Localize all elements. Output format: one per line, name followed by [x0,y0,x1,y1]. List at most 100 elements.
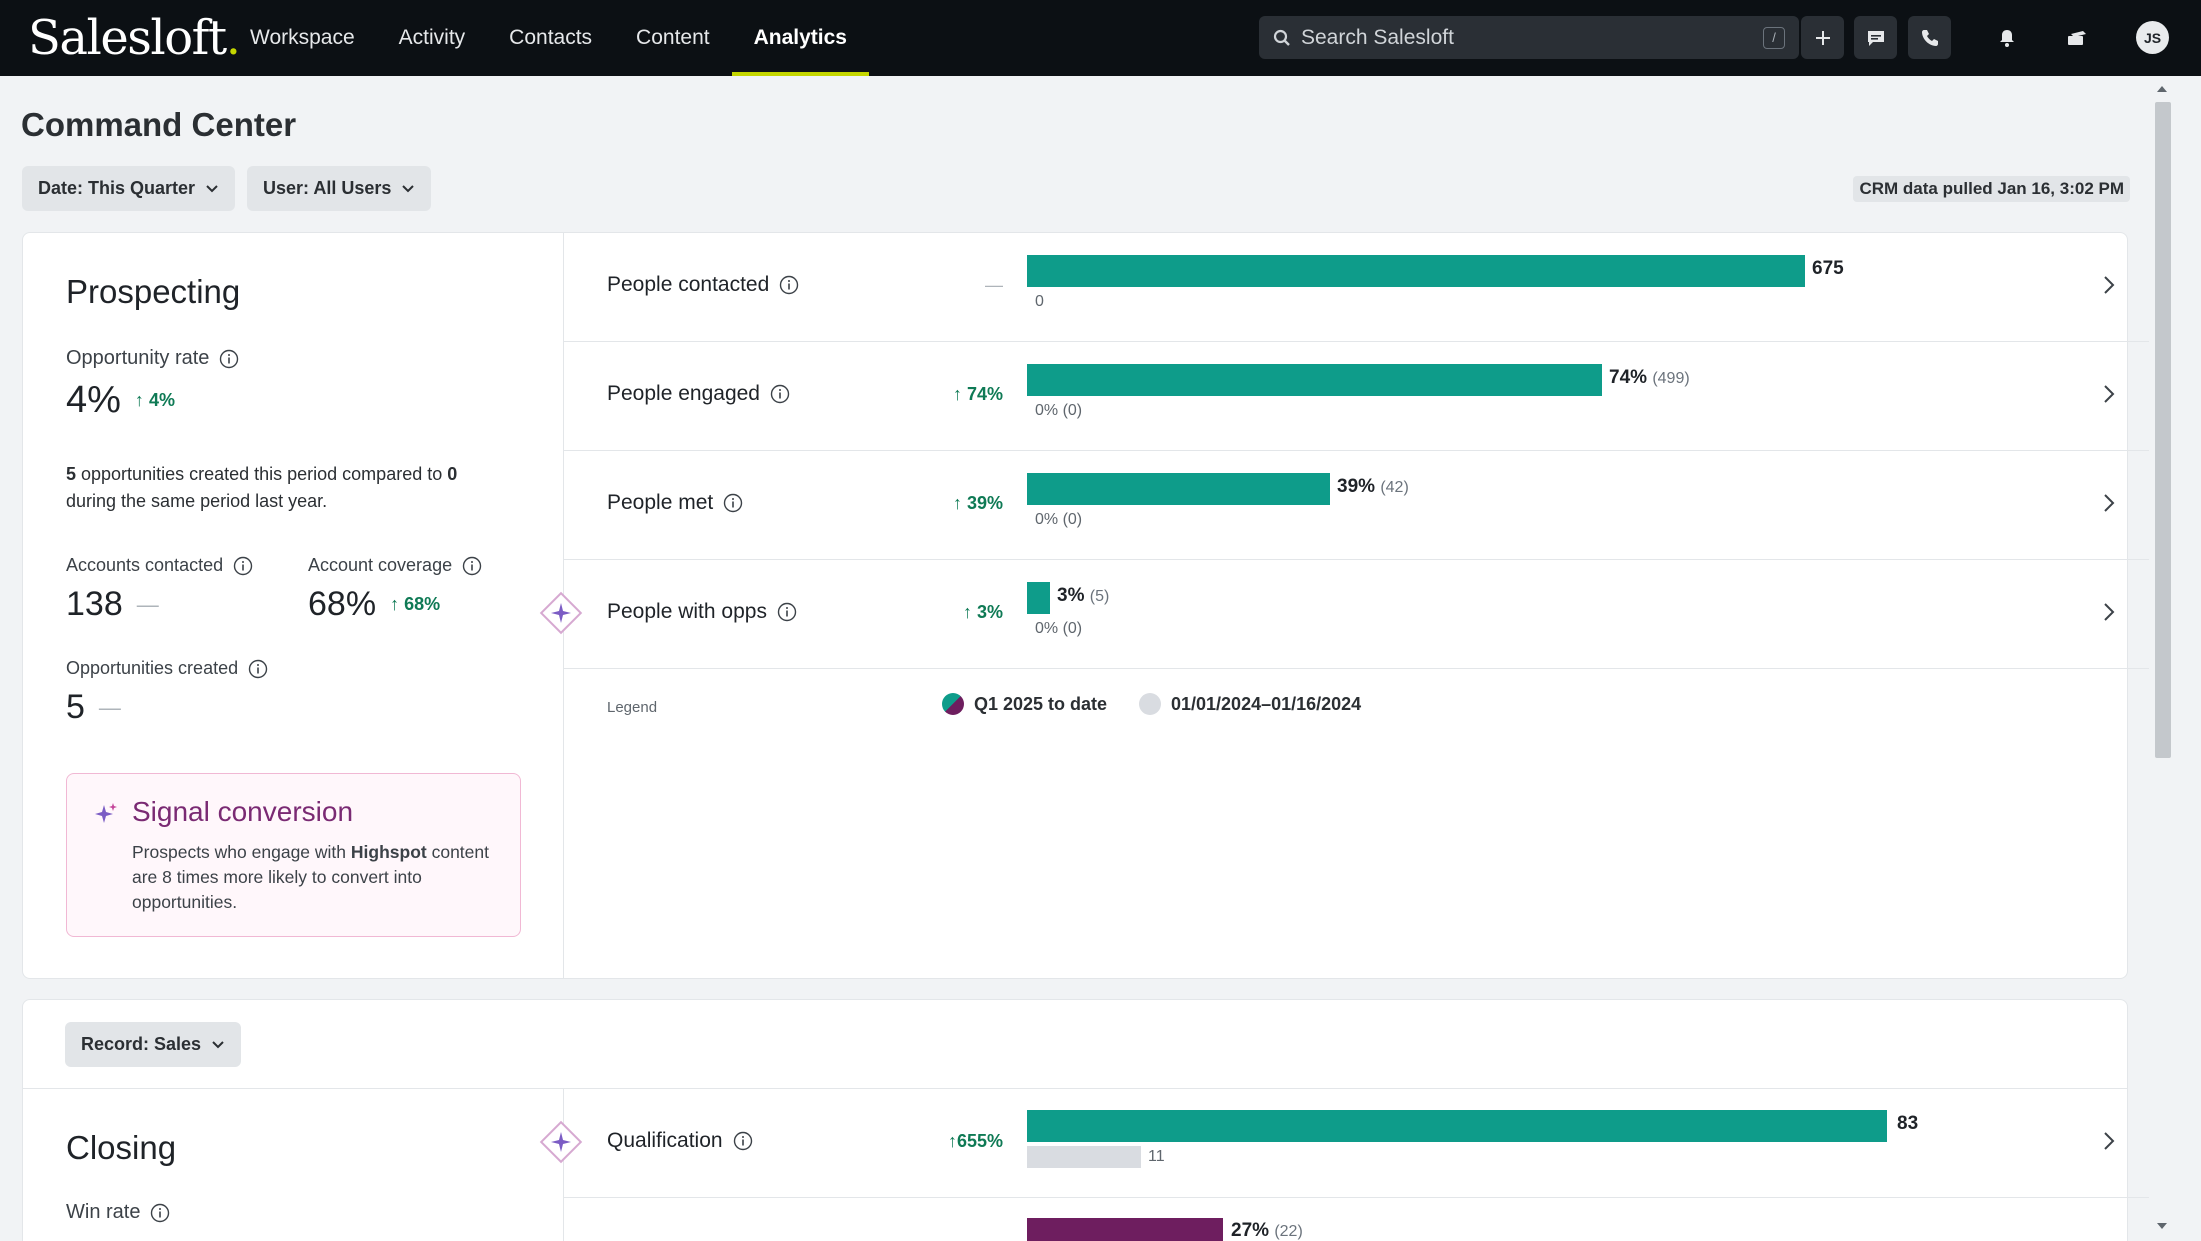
opportunities-created-value-row: 5 — [66,688,121,727]
closing-card: Record: Sales Closing Win rate Qualifica… [22,999,2149,1241]
search-shortcut: / [1763,27,1785,49]
account-coverage-value: 68% [308,585,377,623]
nav-workspace[interactable]: Workspace [250,26,355,49]
scroll-up-icon[interactable] [2156,84,2168,94]
info-icon[interactable] [777,602,797,622]
row-people-with-opps[interactable]: People with opps ↑ 3% 3% (5) 0% (0) [564,560,2149,669]
row-people-engaged[interactable]: People engaged ↑ 74% 74% (499) 0% (0) [564,342,2149,451]
info-icon[interactable] [723,493,743,513]
row-delta-value: 39% [966,493,1003,513]
notifications-button[interactable] [1985,16,2028,59]
row-people-met[interactable]: People met ↑ 39% 39% (42) 0% (0) [564,451,2149,560]
current-value-text: 27% [1231,1220,1270,1241]
nav-contacts[interactable]: Contacts [509,26,593,49]
nav-content[interactable]: Content [636,26,710,49]
messages-button[interactable] [1854,16,1897,59]
ai-sparkle-diamond-icon[interactable] [536,1117,586,1167]
previous-value: 0% (0) [1035,402,1083,419]
info-icon[interactable] [779,275,799,295]
nav-analytics[interactable]: Analytics [731,0,870,76]
current-value: 39% (42) [1337,476,1409,498]
search-placeholder: Search Salesloft [1301,25,1454,49]
logo-dot: . [225,10,241,66]
record-filter-label: Record: Sales [81,1034,202,1054]
info-icon[interactable] [733,1131,753,1151]
plus-icon [1815,30,1830,45]
user-avatar[interactable]: JS [2136,21,2169,54]
previous-value: 11 [1148,1148,1165,1165]
signal-text-2: content are 8 times more likely to conve… [132,842,489,912]
current-value-text: 74% [1609,367,1648,388]
record-filter-dropdown[interactable]: Record: Sales [65,1022,242,1067]
sparkle-icon [95,803,117,823]
row-qualification[interactable]: Qualification ↑655% 83 11 [564,1089,2149,1198]
add-button[interactable] [1801,16,1844,59]
chevron-right-icon[interactable] [2099,382,2119,406]
accounts-contacted-delta: — [136,591,159,617]
info-icon[interactable] [219,349,239,369]
row-closing-next[interactable]: 27% (22) [564,1198,2149,1241]
ai-sparkle-diamond-icon[interactable] [536,588,586,638]
current-bar [1027,255,1805,287]
current-count: (22) [1274,1223,1303,1240]
legend-row: Legend Q1 2025 to date 01/01/2024–01/16/… [564,669,2149,739]
date-filter-label: Date: This Quarter [38,178,196,198]
current-bar [1027,1218,1223,1241]
phone-icon [1921,29,1938,46]
row-delta: ↑ 39% [952,493,1003,513]
current-value: 83 [1897,1113,1919,1134]
current-value-text: 39% [1337,476,1376,497]
opportunities-created-value: 5 [66,688,85,726]
nav-activity[interactable]: Activity [398,26,466,49]
scroll-down-icon[interactable] [2156,1221,2168,1231]
info-icon[interactable] [462,556,482,576]
row-label-text: Qualification [607,1129,723,1152]
current-count: (42) [1380,479,1409,496]
info-icon[interactable] [233,556,253,576]
current-value: 74% (499) [1609,367,1690,389]
opportunities-created-delta: — [98,694,121,720]
cards-icon [2067,30,2086,45]
account-coverage-text: Account coverage [308,555,453,575]
current-bar [1027,364,1602,396]
scrollbar-thumb[interactable] [2155,102,2171,758]
user-filter-dropdown[interactable]: User: All Users [247,166,432,211]
page-title: Command Center [21,106,297,143]
prospecting-card: Prospecting Opportunity rate 4% ↑ 4% 5 o… [22,232,2149,979]
chat-icon [1867,30,1884,46]
user-filter-label: User: All Users [263,178,392,198]
date-filter-dropdown[interactable]: Date: This Quarter [22,166,236,211]
account-coverage-delta: ↑ 68% [390,594,441,614]
page-scrollbar[interactable] [2151,80,2173,1241]
salesloft-logo[interactable]: Salesloft. [28,10,241,66]
desc-count: 5 [66,464,77,484]
phone-button[interactable] [1908,16,1951,59]
chevron-right-icon[interactable] [2099,600,2119,624]
signal-text-1: Prospects who engage with [132,842,351,862]
row-label: People engaged [607,382,790,406]
row-delta-value: 3% [976,602,1003,622]
win-rate-label: Win rate [66,1201,170,1224]
signal-conversion-card[interactable]: Signal conversion Prospects who engage w… [66,773,521,937]
legend-current: Q1 2025 to date [942,693,1107,715]
current-value-text: 3% [1057,585,1085,606]
search-input[interactable]: Search Salesloft / [1259,16,1799,59]
chevron-right-icon[interactable] [2099,491,2119,515]
opportunity-rate-delta-value: 4% [148,390,175,410]
previous-bar [1027,1146,1141,1168]
apps-button[interactable] [2056,16,2099,59]
legend-current-text: Q1 2025 to date [974,693,1108,714]
current-value: 27% (22) [1231,1220,1303,1241]
desc-text-2: during the same period last year. [66,491,328,511]
previous-value: 0% (0) [1035,620,1083,637]
bell-icon [1999,29,2014,47]
chevron-right-icon[interactable] [2099,273,2119,297]
row-people-contacted[interactable]: People contacted — 675 0 [564,233,2149,342]
row-label: People contacted [607,273,799,297]
info-icon[interactable] [150,1203,170,1223]
prospecting-title: Prospecting [66,273,241,310]
info-icon[interactable] [248,659,268,679]
chevron-right-icon[interactable] [2099,1129,2119,1153]
top-nav-bar: Salesloft. Workspace Activity Contacts C… [0,0,2201,76]
info-icon[interactable] [770,384,790,404]
